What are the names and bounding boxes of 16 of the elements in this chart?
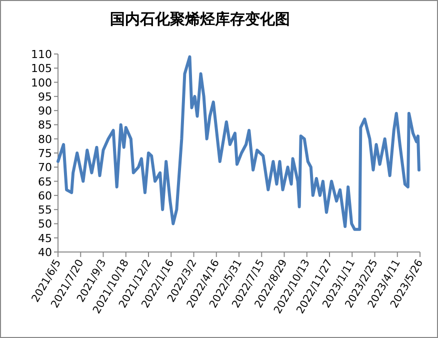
y-tick-label: 90 [38,104,52,118]
y-tick-label: 85 [38,118,52,132]
y-tick-label: 110 [31,48,52,61]
y-tick-label: 75 [38,147,52,160]
y-tick-label: 80 [38,132,52,146]
y-tick-label: 70 [38,161,52,174]
y-tick-label: 95 [38,90,52,104]
y-tick-label: 45 [38,232,52,245]
y-tick-label: 50 [38,218,52,231]
y-tick-label: 100 [31,76,52,90]
y-tick-label: 65 [38,175,52,188]
y-tick-label: 55 [38,204,52,217]
y-tick-label: 40 [38,246,52,259]
y-tick-label: 60 [38,189,52,202]
chart-title: 国内石化聚烯烃库存变化图 [110,10,290,28]
y-tick-label: 105 [31,62,52,76]
